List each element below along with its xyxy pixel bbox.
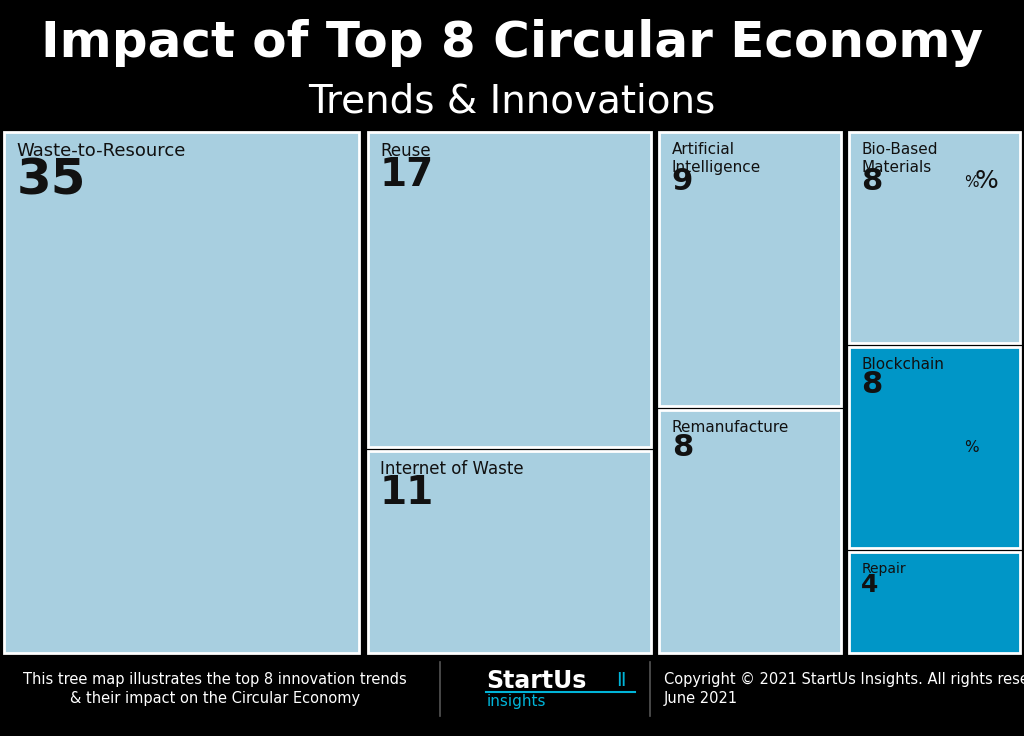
Text: insights: insights: [486, 694, 546, 709]
Bar: [659, 411, 841, 653]
Text: Repair: Repair: [861, 562, 906, 576]
Text: 8: 8: [861, 167, 883, 197]
Bar: [849, 132, 1020, 343]
Bar: [659, 132, 841, 406]
Text: Blockchain: Blockchain: [861, 357, 944, 372]
Bar: [849, 347, 1020, 548]
Text: Reuse: Reuse: [380, 141, 430, 160]
Text: 4: 4: [861, 573, 879, 598]
Text: Remanufacture: Remanufacture: [672, 420, 790, 435]
Bar: [368, 132, 651, 447]
Bar: [368, 450, 651, 653]
Text: 9: 9: [672, 167, 693, 197]
Text: Copyright © 2021 StartUs Insights. All rights reserved
June 2021: Copyright © 2021 StartUs Insights. All r…: [664, 671, 1024, 707]
Text: 17: 17: [380, 156, 434, 194]
Bar: [849, 552, 1020, 653]
Text: Internet of Waste: Internet of Waste: [380, 460, 523, 478]
Text: Trends & Innovations: Trends & Innovations: [308, 82, 716, 121]
Text: 35: 35: [16, 157, 86, 205]
Text: %: %: [975, 169, 998, 193]
Text: Waste-to-Resource: Waste-to-Resource: [16, 141, 185, 160]
Text: 8: 8: [861, 369, 883, 399]
Text: This tree map illustrates the top 8 innovation trends
& their impact on the Circ: This tree map illustrates the top 8 inno…: [24, 671, 407, 707]
Text: 8: 8: [672, 433, 693, 461]
Text: %: %: [965, 174, 979, 190]
Bar: [4, 132, 359, 653]
Text: Artificial
Intelligence: Artificial Intelligence: [672, 141, 761, 175]
Text: Ⅱ: Ⅱ: [616, 671, 626, 690]
Text: Bio-Based
Materials: Bio-Based Materials: [861, 141, 938, 175]
Text: 11: 11: [380, 474, 434, 512]
Text: Impact of Top 8 Circular Economy: Impact of Top 8 Circular Economy: [41, 19, 983, 67]
Text: StartUs: StartUs: [486, 669, 587, 693]
Text: %: %: [965, 440, 979, 455]
